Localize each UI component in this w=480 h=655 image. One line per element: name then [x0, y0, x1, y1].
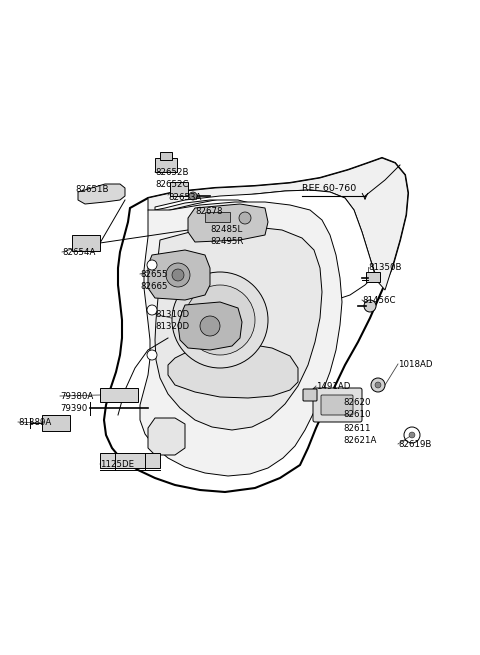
- Circle shape: [147, 305, 157, 315]
- Circle shape: [147, 350, 157, 360]
- Circle shape: [200, 316, 220, 336]
- Polygon shape: [104, 158, 408, 492]
- Polygon shape: [155, 227, 322, 430]
- Circle shape: [172, 272, 268, 368]
- Text: 82653A: 82653A: [168, 193, 202, 202]
- Bar: [366, 272, 380, 282]
- Text: 82495R: 82495R: [210, 237, 243, 246]
- Text: 82651B: 82651B: [75, 185, 108, 194]
- Polygon shape: [168, 344, 298, 398]
- Text: 1491AD: 1491AD: [316, 382, 350, 391]
- Circle shape: [375, 382, 381, 388]
- FancyBboxPatch shape: [313, 388, 362, 422]
- FancyBboxPatch shape: [303, 389, 317, 401]
- Polygon shape: [148, 418, 185, 455]
- Circle shape: [166, 263, 190, 287]
- Text: 81350B: 81350B: [368, 263, 401, 272]
- Bar: [72, 235, 100, 251]
- Polygon shape: [188, 204, 268, 242]
- FancyBboxPatch shape: [321, 395, 353, 415]
- Text: REF 60-760: REF 60-760: [302, 184, 356, 193]
- Text: 82620: 82620: [343, 398, 371, 407]
- Circle shape: [371, 378, 385, 392]
- Bar: [160, 152, 172, 160]
- Text: 82654A: 82654A: [62, 248, 96, 257]
- Polygon shape: [148, 158, 408, 290]
- Bar: [42, 415, 70, 431]
- Circle shape: [185, 285, 255, 355]
- Text: 81320D: 81320D: [155, 322, 189, 331]
- Bar: [100, 388, 138, 402]
- Text: 82621A: 82621A: [343, 436, 376, 445]
- Text: 82678: 82678: [195, 207, 223, 216]
- Text: 79390: 79390: [60, 404, 87, 413]
- Text: 82665: 82665: [140, 282, 168, 291]
- Circle shape: [189, 192, 197, 200]
- Circle shape: [172, 269, 184, 281]
- Bar: [205, 212, 230, 222]
- Text: 81456C: 81456C: [362, 296, 396, 305]
- Polygon shape: [178, 302, 242, 350]
- Circle shape: [147, 260, 157, 270]
- Text: 79380A: 79380A: [60, 392, 93, 401]
- Circle shape: [239, 212, 251, 224]
- Text: 82485L: 82485L: [210, 225, 242, 234]
- Bar: [170, 182, 188, 196]
- Bar: [100, 453, 160, 468]
- Text: 1125DE: 1125DE: [100, 460, 134, 469]
- Polygon shape: [155, 190, 375, 300]
- Bar: [155, 158, 177, 172]
- Circle shape: [409, 432, 415, 438]
- Text: 82652B: 82652B: [155, 168, 189, 177]
- Text: 1018AD: 1018AD: [398, 360, 432, 369]
- Circle shape: [364, 300, 376, 312]
- Text: 82611: 82611: [343, 424, 371, 433]
- Polygon shape: [148, 250, 210, 300]
- Text: 82619B: 82619B: [398, 440, 432, 449]
- Text: 82652C: 82652C: [155, 180, 189, 189]
- Text: 82655: 82655: [140, 270, 168, 279]
- Text: 81310D: 81310D: [155, 310, 189, 319]
- Polygon shape: [140, 202, 342, 476]
- Polygon shape: [78, 184, 125, 204]
- Text: 81389A: 81389A: [18, 418, 51, 427]
- Text: 82610: 82610: [343, 410, 371, 419]
